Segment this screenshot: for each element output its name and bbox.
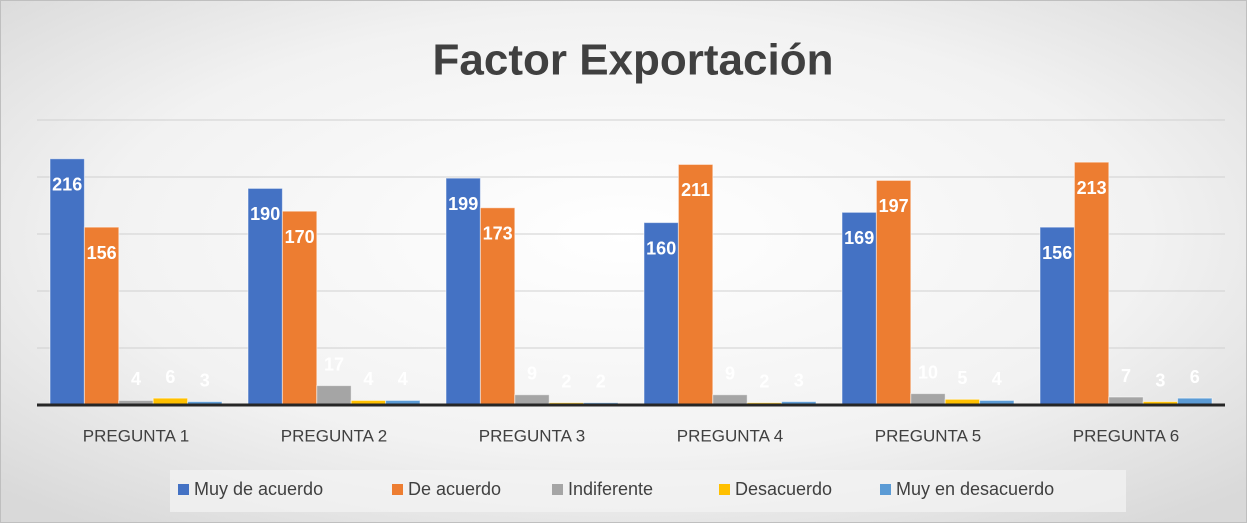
legend-label: Desacuerdo	[735, 479, 832, 499]
legend-swatch	[392, 484, 403, 495]
bar	[281, 210, 318, 406]
data-label: 10	[918, 362, 938, 382]
data-label: 9	[725, 363, 735, 383]
data-label: 4	[131, 369, 141, 389]
data-label: 5	[957, 368, 967, 388]
data-label: 17	[324, 354, 344, 374]
bar	[875, 179, 912, 406]
legend-swatch	[880, 484, 891, 495]
bar	[712, 394, 748, 406]
data-label: 3	[200, 370, 210, 390]
legend-label: De acuerdo	[408, 479, 501, 499]
data-label: 3	[1155, 370, 1165, 390]
data-label: 197	[879, 196, 909, 216]
data-label: 4	[992, 369, 1002, 389]
bar	[479, 207, 516, 406]
data-label: 170	[285, 227, 315, 247]
data-label: 4	[363, 369, 373, 389]
data-label: 9	[527, 363, 537, 383]
bar	[1039, 226, 1075, 406]
data-label: 4	[398, 369, 408, 389]
data-label: 156	[1042, 243, 1072, 263]
x-tick-label: PREGUNTA 2	[281, 426, 387, 445]
bar	[514, 394, 550, 406]
legend-label: Indiferente	[568, 479, 653, 499]
legend-label: Muy de acuerdo	[194, 479, 323, 499]
bar	[643, 222, 679, 406]
bar	[910, 393, 946, 406]
bar	[677, 163, 714, 406]
x-tick-label: PREGUNTA 3	[479, 426, 585, 445]
data-label: 169	[844, 228, 874, 248]
data-label: 213	[1077, 178, 1107, 198]
data-label: 211	[681, 180, 710, 200]
bar	[49, 158, 85, 406]
data-label: 3	[794, 370, 804, 390]
x-tick-label: PREGUNTA 1	[83, 426, 189, 445]
x-tick-label: PREGUNTA 5	[875, 426, 981, 445]
data-label: 156	[87, 243, 117, 263]
data-label: 6	[165, 367, 175, 387]
legend-swatch	[552, 484, 563, 495]
data-label: 6	[1190, 367, 1200, 387]
chart-title: Factor Exportación	[433, 36, 834, 85]
data-label: 2	[561, 371, 571, 391]
x-tick-label: PREGUNTA 4	[677, 426, 783, 445]
data-label: 2	[596, 371, 606, 391]
legend-label: Muy en desacuerdo	[896, 479, 1054, 499]
legend-swatch	[719, 484, 730, 495]
data-label: 160	[646, 238, 676, 258]
data-label: 190	[250, 204, 280, 224]
data-label: 216	[52, 175, 82, 195]
x-tick-label: PREGUNTA 6	[1073, 426, 1179, 445]
legend-swatch	[178, 484, 189, 495]
data-label: 173	[483, 224, 513, 244]
data-label: 7	[1121, 366, 1131, 386]
data-label: 199	[448, 194, 478, 214]
bar	[841, 211, 877, 406]
bar	[316, 385, 352, 406]
legend-box	[170, 470, 1126, 512]
bar	[1073, 161, 1110, 406]
data-label: 2	[759, 371, 769, 391]
bar	[247, 187, 283, 406]
